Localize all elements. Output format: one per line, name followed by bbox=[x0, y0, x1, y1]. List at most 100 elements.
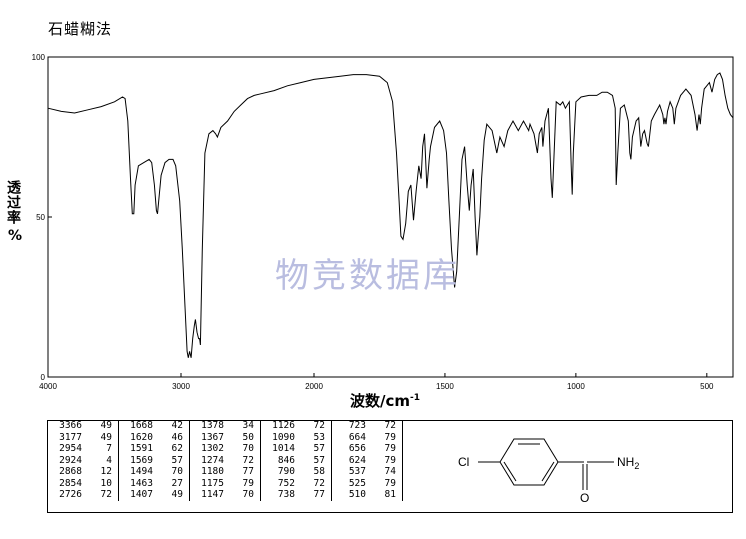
peak-wavenumber: 846 bbox=[277, 454, 295, 466]
peak-transmittance: 57 bbox=[299, 443, 332, 455]
peak-transmittance: 79 bbox=[228, 477, 261, 489]
peak-wavenumber: 1014 bbox=[272, 443, 295, 455]
y-tick-label: 0 bbox=[41, 373, 46, 382]
peak-wavenumber: 1274 bbox=[201, 454, 224, 466]
peak-wavenumber: 2854 bbox=[59, 477, 82, 489]
chlorine-label: Cl bbox=[458, 455, 469, 469]
peak-transmittance: 42 bbox=[157, 420, 190, 432]
peak-wavenumber: 1180 bbox=[201, 466, 224, 478]
peak-transmittance: 72 bbox=[299, 477, 332, 489]
peak-table: 3366 49 1668 42 1378 34 1126 72 723 72 3177 49 1620 4… bbox=[48, 420, 403, 501]
peak-wavenumber: 1126 bbox=[272, 420, 295, 432]
peak-wavenumber: 738 bbox=[277, 489, 295, 501]
y-tick-label: 100 bbox=[32, 53, 46, 62]
y-tick-label: 50 bbox=[36, 213, 45, 222]
peak-transmittance: 57 bbox=[157, 454, 190, 466]
peak-transmittance: 46 bbox=[157, 431, 190, 443]
peak-table-row: 2924 4 1569 57 1274 72 846 57 624 79 bbox=[48, 454, 403, 466]
peak-transmittance: 34 bbox=[228, 420, 261, 432]
peak-wavenumber: 3177 bbox=[59, 431, 82, 443]
peak-wavenumber: 2868 bbox=[59, 466, 82, 478]
oxygen-label: O bbox=[580, 491, 589, 505]
y-axis-label-main: 透过率 bbox=[5, 180, 21, 225]
peak-transmittance: 12 bbox=[86, 466, 119, 478]
peak-transmittance: 72 bbox=[299, 420, 332, 432]
peak-table-row: 3177 49 1620 46 1367 50 1090 53 664 79 bbox=[48, 431, 403, 443]
x-axis-ticks: 4000 3000 2000 1500 1000 500 bbox=[39, 373, 714, 391]
peak-transmittance: 57 bbox=[299, 454, 332, 466]
peak-wavenumber: 656 bbox=[348, 443, 366, 455]
x-tick-label: 500 bbox=[700, 382, 714, 391]
spectrum-line bbox=[47, 72, 734, 358]
peak-transmittance: 77 bbox=[228, 466, 261, 478]
peak-wavenumber: 2924 bbox=[59, 454, 82, 466]
peak-transmittance: 49 bbox=[157, 489, 190, 501]
peak-transmittance: 7 bbox=[86, 443, 119, 455]
amine-label-main: NH bbox=[617, 455, 634, 469]
x-tick-label: 1000 bbox=[567, 382, 585, 391]
plot-frame bbox=[47, 56, 734, 378]
peak-wavenumber: 1591 bbox=[130, 443, 153, 455]
peak-transmittance: 50 bbox=[228, 431, 261, 443]
peak-wavenumber: 664 bbox=[348, 431, 366, 443]
peak-table-row: 2854 10 1463 27 1175 79 752 72 525 79 bbox=[48, 477, 403, 489]
watermark-text: 物竞数据库 bbox=[275, 256, 460, 296]
peak-wavenumber: 1367 bbox=[201, 431, 224, 443]
peak-transmittance: 4 bbox=[86, 454, 119, 466]
peak-wavenumber: 2954 bbox=[59, 443, 82, 455]
benzene-ring bbox=[499, 438, 559, 486]
peak-transmittance: 79 bbox=[370, 443, 403, 455]
peak-transmittance: 74 bbox=[370, 466, 403, 478]
molecule-structure: Cl O NH2 bbox=[392, 420, 733, 513]
peak-transmittance: 70 bbox=[157, 466, 190, 478]
peak-transmittance: 79 bbox=[370, 454, 403, 466]
peak-table-row: 2954 7 1591 62 1302 70 1014 57 656 79 bbox=[48, 443, 403, 455]
peak-wavenumber: 510 bbox=[348, 489, 366, 501]
peak-wavenumber: 723 bbox=[348, 420, 366, 432]
peak-transmittance: 79 bbox=[370, 477, 403, 489]
peak-transmittance: 72 bbox=[370, 420, 403, 432]
peak-transmittance: 49 bbox=[86, 431, 119, 443]
x-axis-label-exponent: -1 bbox=[410, 393, 421, 403]
y-axis-label: 透过率 % bbox=[4, 180, 26, 245]
peak-transmittance: 70 bbox=[228, 443, 261, 455]
peak-wavenumber: 790 bbox=[277, 466, 295, 478]
ir-spectrum-chart: 4000 3000 2000 1500 1000 500 0 50 100 bbox=[32, 53, 734, 391]
structure-drawing: Cl O NH2 bbox=[458, 438, 639, 505]
peak-wavenumber: 1407 bbox=[130, 489, 153, 501]
peak-transmittance: 79 bbox=[370, 431, 403, 443]
peak-transmittance: 27 bbox=[157, 477, 190, 489]
peak-wavenumber: 1494 bbox=[130, 466, 153, 478]
peak-transmittance: 70 bbox=[228, 489, 261, 501]
amine-label-subscript: 2 bbox=[634, 461, 639, 471]
x-axis-label-main: 波数/cm bbox=[350, 392, 411, 410]
peak-wavenumber: 1668 bbox=[130, 420, 153, 432]
peak-wavenumber: 3366 bbox=[59, 420, 82, 432]
peak-wavenumber: 525 bbox=[348, 477, 366, 489]
y-axis-ticks: 0 50 100 bbox=[32, 53, 52, 382]
peak-transmittance: 72 bbox=[228, 454, 261, 466]
x-axis-label: 波数/cm-1 bbox=[350, 390, 420, 411]
peak-wavenumber: 1090 bbox=[272, 431, 295, 443]
peak-table-row: 2868 12 1494 70 1180 77 790 58 537 74 bbox=[48, 466, 403, 478]
x-tick-label: 1500 bbox=[436, 382, 454, 391]
peak-wavenumber: 1147 bbox=[201, 489, 224, 501]
x-tick-label: 2000 bbox=[305, 382, 323, 391]
peak-transmittance: 58 bbox=[299, 466, 332, 478]
ring-double-bond-2 bbox=[503, 461, 517, 482]
peak-wavenumber: 1302 bbox=[201, 443, 224, 455]
peak-table-row: 3366 49 1668 42 1378 34 1126 72 723 72 bbox=[48, 420, 403, 432]
peak-transmittance: 77 bbox=[299, 489, 332, 501]
peak-wavenumber: 537 bbox=[348, 466, 366, 478]
ring-double-bond-3 bbox=[541, 461, 555, 482]
peak-wavenumber: 624 bbox=[348, 454, 366, 466]
method-title: 石蜡糊法 bbox=[48, 20, 113, 38]
peak-wavenumber: 752 bbox=[277, 477, 295, 489]
y-axis-label-unit: % bbox=[7, 228, 23, 244]
peak-table-row: 2726 72 1407 49 1147 70 738 77 510 81 bbox=[48, 489, 403, 501]
peak-transmittance: 10 bbox=[86, 477, 119, 489]
peak-wavenumber: 1378 bbox=[201, 420, 224, 432]
amine-label: NH2 bbox=[617, 455, 639, 471]
x-tick-label: 4000 bbox=[39, 382, 57, 391]
peak-wavenumber: 1463 bbox=[130, 477, 153, 489]
